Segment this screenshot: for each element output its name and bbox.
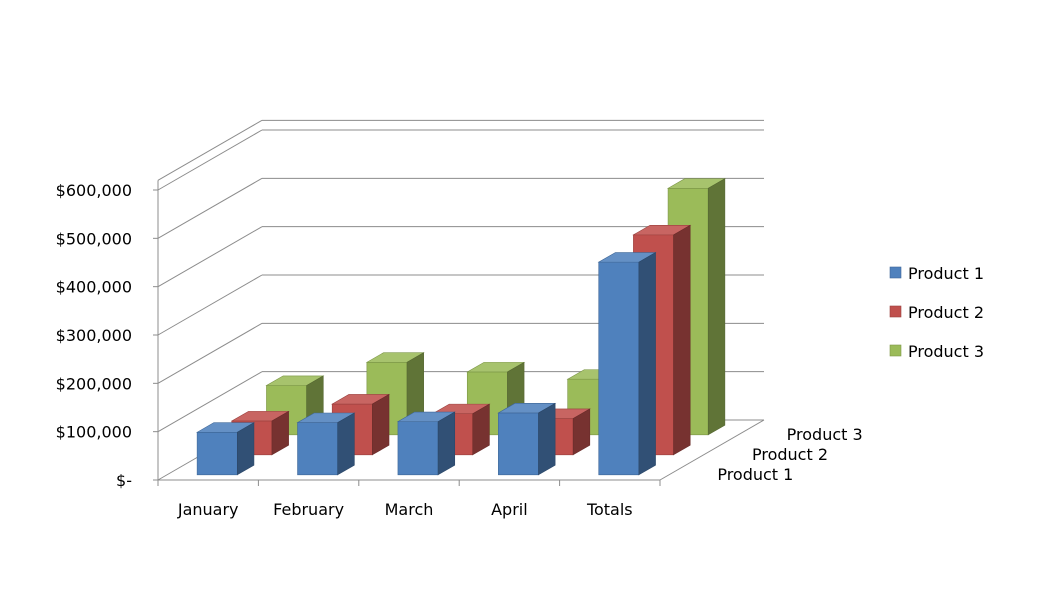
y-tick-label: $500,000 <box>56 229 132 248</box>
bar-side <box>271 410 289 456</box>
legend-label: Product 2 <box>908 303 984 322</box>
depth-axis-line <box>659 419 765 481</box>
bar-side <box>538 402 556 476</box>
gridline-side <box>157 119 263 181</box>
bar-product-1-april <box>497 402 557 476</box>
bar-side <box>673 224 691 456</box>
x-tick-label: April <box>491 500 528 519</box>
bar-side <box>572 408 591 456</box>
bar-side <box>437 411 456 476</box>
gridline-side <box>157 226 263 288</box>
x-tick-label: March <box>385 500 434 519</box>
chart-axes: $- $100,000 $200,000 $300,000 $400,000 $500,0… <box>56 180 863 519</box>
gridline-side <box>157 322 263 384</box>
bar-side <box>638 252 656 476</box>
gridline-side <box>157 371 263 433</box>
x-tick-label: February <box>273 500 344 519</box>
depth-tick-label: Product 3 <box>787 425 863 444</box>
y-tick-label: $600,000 <box>56 181 132 200</box>
depth-tick-label: Product 2 <box>752 445 828 464</box>
y-tick-label: $- <box>116 471 132 490</box>
chart-legend: Product 1 Product 2 Product 3 <box>889 264 984 361</box>
legend-swatch-product-3 <box>889 344 902 357</box>
chart-bars <box>196 178 726 476</box>
x-tick-label: Totals <box>586 500 633 519</box>
y-tick-label: $100,000 <box>56 423 132 442</box>
legend-swatch-product-2 <box>889 305 902 318</box>
y-tick-label: $200,000 <box>56 374 132 393</box>
bar-front <box>397 421 439 476</box>
x-tick-label: January <box>177 500 239 519</box>
bar-front <box>498 412 539 476</box>
y-tick-label: $300,000 <box>56 326 132 345</box>
bar-front <box>598 261 640 476</box>
gridline-side <box>157 177 263 239</box>
bar-front <box>196 431 238 476</box>
gridline-side <box>157 274 263 336</box>
bar-side <box>372 393 390 456</box>
bar-side <box>236 422 255 476</box>
bar-product-1-totals <box>597 252 657 476</box>
bar-side <box>337 412 355 476</box>
bar-product-1-january <box>196 422 256 476</box>
depth-tick-label: Product 1 <box>717 465 793 484</box>
legend-label: Product 3 <box>908 342 984 361</box>
bar-side <box>707 178 726 436</box>
bar-side <box>472 403 490 456</box>
legend-swatch-product-1 <box>889 266 902 279</box>
bar-product-1-february <box>296 412 356 476</box>
bar-product-1-march <box>396 411 456 476</box>
bar-front <box>297 422 338 476</box>
gridline-side <box>157 129 263 191</box>
legend-label: Product 1 <box>908 264 984 283</box>
y-tick-label: $400,000 <box>56 278 132 297</box>
